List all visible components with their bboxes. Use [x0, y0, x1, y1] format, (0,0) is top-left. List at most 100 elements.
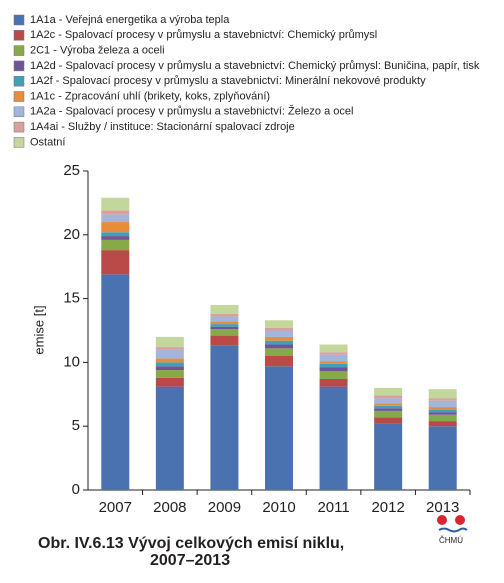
bar-segment [210, 326, 239, 330]
bar-segment [374, 405, 403, 409]
legend-swatch [13, 30, 25, 41]
y-tick-label: 10 [63, 353, 80, 370]
bar-segment [155, 347, 184, 350]
y-tick-label: 0 [72, 481, 80, 498]
bar-segment [319, 352, 348, 355]
bar-segment [101, 239, 130, 251]
bar-segment [155, 362, 184, 367]
legend-swatch [13, 91, 25, 102]
bar-segment [265, 327, 293, 331]
legend-label: 1A1c - Zpracování uhlí (brikety, koks, z… [30, 90, 270, 102]
bar-segment [428, 421, 457, 427]
legend-swatch [13, 121, 25, 133]
bar-segment [101, 222, 130, 233]
bar-segment [319, 386, 348, 490]
bar-segment [210, 321, 239, 325]
caption: 2007–2013 [150, 552, 230, 569]
bar-segment [155, 386, 184, 490]
bar-segment [428, 409, 457, 413]
x-tick-label: 2013 [426, 499, 459, 516]
bar-segment [101, 197, 130, 211]
legend-label: 1A1a - Veřejná energetika a výroba tepla [30, 14, 230, 26]
bar-segment [210, 329, 239, 336]
y-tick-label: 15 [63, 290, 80, 307]
legend-label: 1A2a - Spalovací procesy v průmyslu a st… [30, 105, 353, 118]
y-tick-label: 25 [63, 162, 80, 179]
legend-swatch [13, 137, 25, 148]
x-tick-label: 2009 [208, 499, 241, 516]
legend-label: 1A2c - Spalovací procesy v průmyslu a st… [30, 29, 377, 41]
y-tick-label: 20 [63, 226, 80, 243]
bar-segment [319, 361, 348, 364]
bar-segment [101, 210, 130, 215]
x-tick-label: 2010 [262, 499, 295, 516]
bar-segment [319, 363, 348, 368]
bar-segment [319, 371, 348, 379]
bar-segment [265, 320, 293, 328]
bar-segment [428, 389, 457, 399]
bar-segment [101, 250, 130, 275]
bar-segment [374, 423, 403, 490]
bar-segment [101, 236, 130, 240]
legend-label: 1A4ai - Služby / instituce: Stacionární … [30, 121, 295, 133]
x-tick-label: 2008 [153, 499, 186, 516]
x-tick-label: 2007 [99, 499, 132, 516]
bar-segment [428, 414, 457, 422]
bar-segment [319, 378, 348, 387]
x-tick-label: 2012 [371, 499, 404, 516]
legend-label: 1A2f - Spalovací procesy v průmyslu a st… [30, 75, 426, 87]
bar-segment [155, 336, 184, 348]
legend-label: Ostatní [30, 136, 65, 148]
bar-segment [155, 349, 184, 359]
bar-segment [374, 395, 403, 399]
y-tick-label: 5 [72, 417, 80, 434]
legend-swatch [13, 75, 25, 87]
bar-segment [374, 408, 403, 411]
legend-swatch [13, 45, 25, 56]
bar-segment [374, 410, 403, 418]
y-axis-label: emise [t] [31, 305, 46, 354]
bar-segment [155, 370, 184, 378]
bar-segment [155, 377, 184, 387]
bar-segment [265, 356, 293, 367]
caption: Obr. IV.6.13 Vývoj celkových emisí niklu… [38, 535, 344, 552]
bar-segment [265, 340, 293, 345]
bar-segment [265, 330, 293, 337]
bar-segment [210, 304, 239, 314]
bar-segment [210, 313, 239, 317]
bar-segment [210, 345, 239, 490]
bar-segment [265, 336, 293, 341]
bar-segment [374, 403, 403, 406]
bar-segment [428, 400, 457, 408]
legend-label: 1A2d - Spalovací procesy v průmyslu a st… [30, 60, 480, 72]
bar-segment [265, 344, 293, 349]
legend-swatch [13, 14, 25, 26]
bar-segment [101, 214, 130, 223]
logo: ČHMÚ [437, 515, 468, 545]
bar-segment [101, 274, 130, 490]
legend-label: 2C1 - Výroba železa a oceli [30, 45, 165, 57]
bar-segment [155, 358, 184, 363]
bar-segment [428, 412, 457, 415]
x-tick-label: 2011 [317, 499, 349, 516]
bar-segment [319, 367, 348, 372]
bar-segment [265, 348, 293, 357]
bar-segment [428, 426, 457, 490]
bar-segment [210, 316, 239, 322]
bar-segment [319, 344, 348, 353]
bar-segment [428, 398, 457, 401]
bar-segment [374, 398, 403, 404]
bar-segment [210, 335, 239, 346]
bar-segment [428, 407, 457, 410]
bar-segment [374, 387, 403, 396]
logo-text: ČHMÚ [439, 536, 463, 545]
bar-segment [210, 324, 239, 327]
bar-segment [155, 366, 184, 371]
legend-swatch [13, 106, 25, 118]
bar-segment [265, 366, 293, 490]
bar-segment [319, 354, 348, 362]
legend-swatch [13, 60, 25, 72]
bar-segment [101, 232, 130, 237]
bar-segment [374, 417, 403, 424]
